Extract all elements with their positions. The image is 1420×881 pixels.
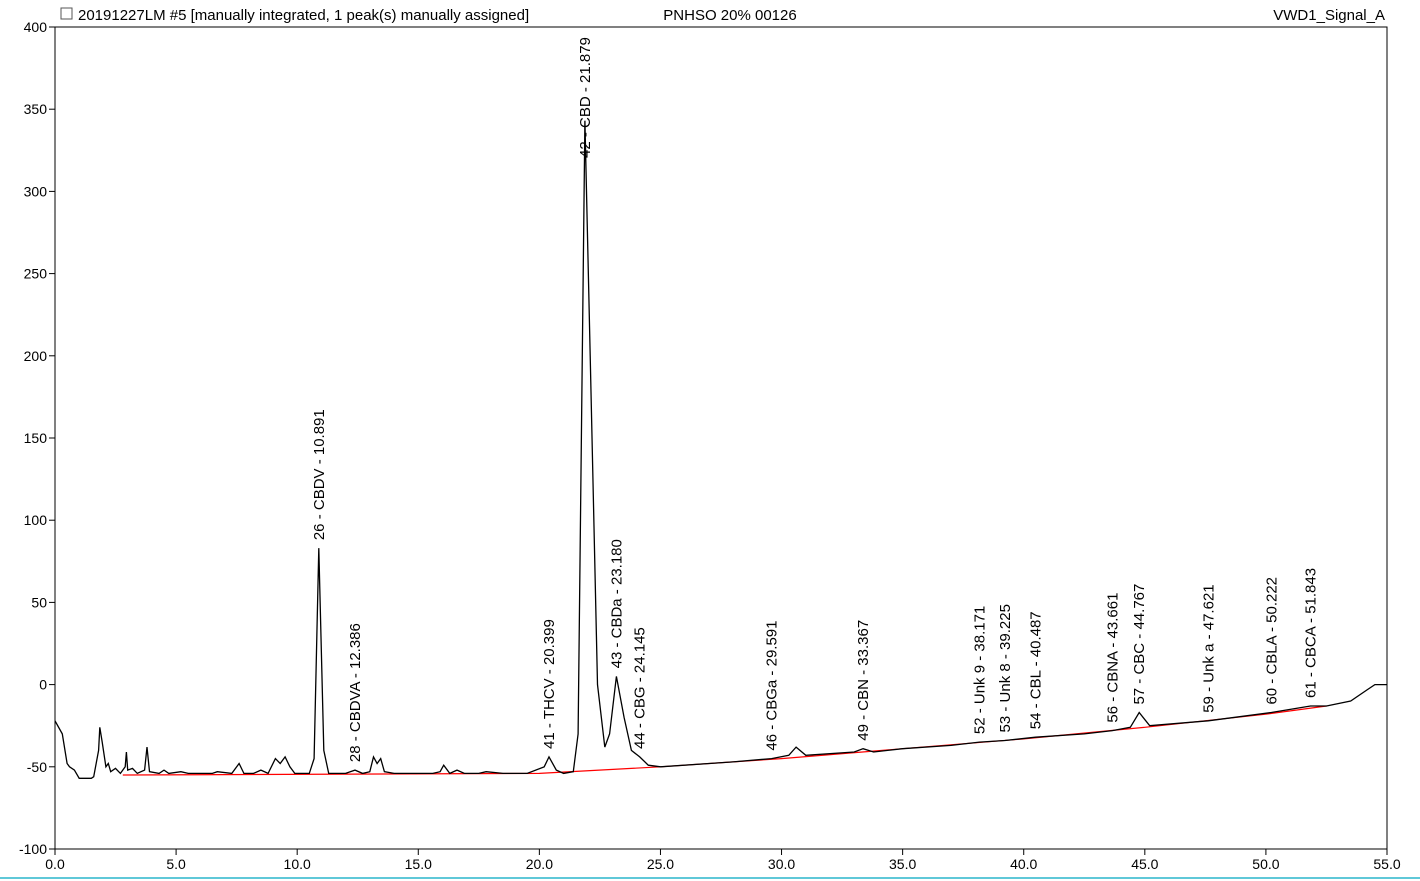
peak-label: 61 - CBCA - 51.843 (1303, 568, 1320, 698)
y-tick-label: 200 (24, 348, 48, 364)
peak-label: 57 - CBC - 44.767 (1131, 584, 1148, 705)
peak-label: 44 - CBG - 24.145 (632, 627, 649, 749)
x-tick-label: 50.0 (1252, 856, 1279, 872)
signal-name: VWD1_Signal_A (1273, 7, 1385, 24)
peak-label: 60 - CBLA - 50.222 (1263, 577, 1280, 705)
peak-label: 43 - CBDa - 23.180 (608, 539, 625, 668)
peak-label: 46 - CBGa - 29.591 (764, 621, 781, 751)
peak-label: 54 - CBL - 40.487 (1028, 611, 1045, 729)
trace (54, 120, 1387, 779)
y-tick-label: 0 (39, 677, 47, 693)
y-tick-label: 100 (24, 512, 48, 528)
x-tick-label: 30.0 (768, 856, 795, 872)
peak-label: 41 - THCV - 20.399 (541, 619, 558, 749)
x-tick-label: 10.0 (284, 856, 311, 872)
y-tick-label: 250 (24, 266, 48, 282)
y-tick-label: 50 (31, 594, 47, 610)
chart-title: 20191227LM #5 [manually integrated, 1 pe… (78, 7, 529, 24)
y-tick-label: 150 (24, 430, 48, 446)
y-tick-label: 300 (24, 183, 48, 199)
peak-label: 28 - CBDVA - 12.386 (347, 623, 364, 762)
y-tick-label: 400 (24, 19, 48, 35)
x-tick-label: 5.0 (166, 856, 186, 872)
x-tick-label: 20.0 (526, 856, 553, 872)
x-tick-label: 40.0 (1010, 856, 1037, 872)
x-tick-label: 35.0 (889, 856, 916, 872)
doc-icon (60, 7, 73, 20)
x-tick-label: 45.0 (1131, 856, 1158, 872)
y-tick-label: -50 (27, 759, 47, 775)
peak-label: 52 - Unk 9 - 38.171 (971, 606, 988, 734)
y-tick-label: -100 (19, 841, 47, 857)
y-tick-label: 350 (24, 101, 48, 117)
peak-label: 53 - Unk 8 - 39.225 (997, 604, 1014, 732)
peak-label: 49 - CBN - 33.367 (855, 620, 872, 741)
x-tick-label: 15.0 (405, 856, 432, 872)
chart-subtitle: PNHSO 20% 00126 (663, 7, 796, 24)
peak-label: 59 - Unk a - 47.621 (1200, 584, 1217, 712)
x-tick-label: 55.0 (1373, 856, 1400, 872)
peak-label: 56 - CBNA - 43.661 (1104, 593, 1121, 723)
peak-label: 26 - CBDV - 10.891 (311, 409, 328, 540)
peak-label: 42 - CBD - 21.879 (577, 37, 594, 158)
x-tick-label: 0.0 (45, 856, 65, 872)
x-tick-label: 25.0 (647, 856, 674, 872)
